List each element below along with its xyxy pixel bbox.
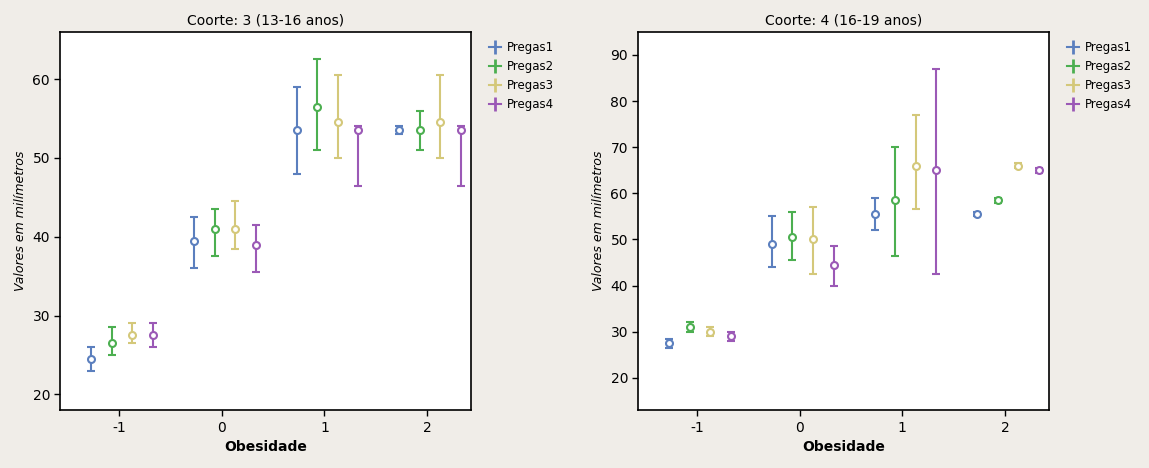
Title: Coorte: 4 (16-19 anos): Coorte: 4 (16-19 anos) [765, 14, 923, 28]
Legend: Pregas1, Pregas2, Pregas3, Pregas4: Pregas1, Pregas2, Pregas3, Pregas4 [485, 38, 557, 115]
Y-axis label: Valores em milímetros: Valores em milímetros [14, 151, 26, 291]
Title: Coorte: 3 (13-16 anos): Coorte: 3 (13-16 anos) [187, 14, 345, 28]
X-axis label: Obesidade: Obesidade [802, 440, 885, 454]
Legend: Pregas1, Pregas2, Pregas3, Pregas4: Pregas1, Pregas2, Pregas3, Pregas4 [1063, 38, 1135, 115]
Y-axis label: Valores em milímetros: Valores em milímetros [592, 151, 604, 291]
X-axis label: Obesidade: Obesidade [224, 440, 307, 454]
